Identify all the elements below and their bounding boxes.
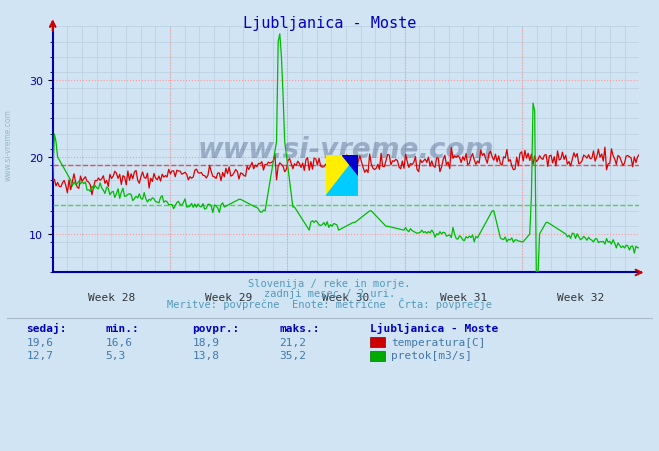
Text: 35,2: 35,2 (279, 350, 306, 360)
Text: 19,6: 19,6 (26, 337, 53, 347)
Text: 18,9: 18,9 (192, 337, 219, 347)
Polygon shape (342, 156, 358, 176)
Polygon shape (326, 156, 358, 196)
Text: www.si-vreme.com: www.si-vreme.com (198, 136, 494, 164)
Text: Week 30: Week 30 (322, 293, 370, 303)
Text: Slovenija / reke in morje.: Slovenija / reke in morje. (248, 278, 411, 288)
Text: 13,8: 13,8 (192, 350, 219, 360)
Text: temperatura[C]: temperatura[C] (391, 337, 486, 347)
Text: sedaj:: sedaj: (26, 322, 67, 333)
Text: Week 32: Week 32 (557, 293, 604, 303)
Text: 12,7: 12,7 (26, 350, 53, 360)
Text: www.si-vreme.com: www.si-vreme.com (4, 108, 13, 180)
Text: maks.:: maks.: (279, 323, 320, 333)
Text: pretok[m3/s]: pretok[m3/s] (391, 350, 473, 360)
Polygon shape (326, 156, 358, 196)
Text: povpr.:: povpr.: (192, 323, 240, 333)
Text: Ljubljanica - Moste: Ljubljanica - Moste (243, 16, 416, 31)
Text: 21,2: 21,2 (279, 337, 306, 347)
Text: min.:: min.: (105, 323, 139, 333)
Text: 16,6: 16,6 (105, 337, 132, 347)
Text: Ljubljanica - Moste: Ljubljanica - Moste (370, 322, 499, 333)
Text: 5,3: 5,3 (105, 350, 126, 360)
Text: Week 31: Week 31 (440, 293, 487, 303)
Text: zadnji mesec / 2 uri.: zadnji mesec / 2 uri. (264, 289, 395, 299)
Text: Meritve: povprečne  Enote: metrične  Črta: povprečje: Meritve: povprečne Enote: metrične Črta:… (167, 297, 492, 309)
Text: Week 28: Week 28 (88, 293, 135, 303)
Text: Week 29: Week 29 (205, 293, 252, 303)
